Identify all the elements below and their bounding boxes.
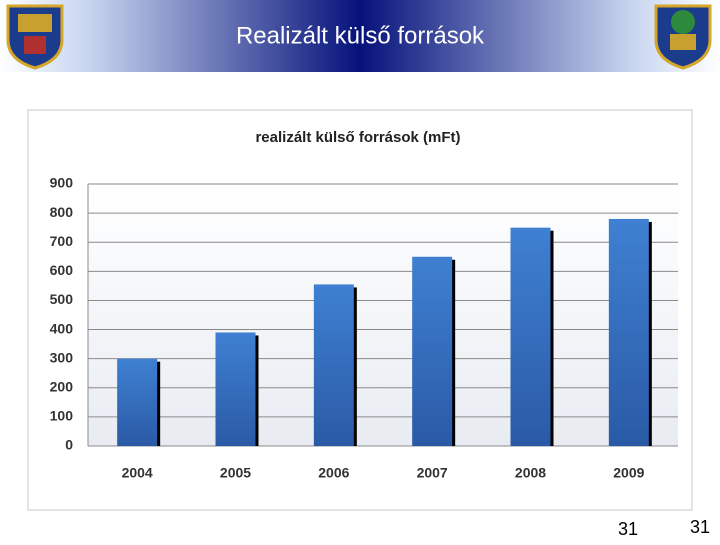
y-tick-label: 200 [50,378,74,394]
y-tick-label: 800 [50,204,74,220]
y-tick-label: 400 [50,320,74,336]
x-tick-label: 2004 [122,465,153,481]
bar [608,218,649,446]
logo-right [654,4,712,70]
page-number: 31 [618,519,638,539]
slide-number: 31 [690,517,710,537]
x-tick-label: 2007 [417,465,448,481]
bar-shadow [155,361,161,446]
bar-shadow [253,335,259,446]
y-tick-label: 900 [50,175,74,191]
y-tick-label: 300 [50,349,74,365]
bar [215,332,256,446]
x-tick-label: 2009 [613,465,644,481]
slide-title: Realizált külső források [236,22,485,49]
chart-title: realizált külső források (mFt) [255,129,460,146]
header-band [0,0,720,72]
y-tick-label: 500 [50,291,74,307]
bar-shadow [351,287,357,446]
bar-shadow [450,259,456,446]
y-tick-label: 100 [50,408,74,424]
bar [510,227,551,446]
bar [412,256,453,446]
y-tick-label: 700 [50,233,74,249]
x-tick-label: 2006 [318,465,349,481]
logo-left [6,4,64,70]
bar-shadow [646,221,652,446]
y-tick-label: 0 [65,437,73,453]
bar [313,284,354,446]
plot: 0 100 200 300 400 500 600 700 800 900 2004 2005 2006… [50,175,678,481]
x-tick-label: 2005 [220,465,251,481]
plot-area [88,184,678,446]
y-tick-label: 600 [50,262,74,278]
x-tick-label: 2008 [515,465,546,481]
bar [117,358,158,446]
bar-shadow [548,230,554,446]
